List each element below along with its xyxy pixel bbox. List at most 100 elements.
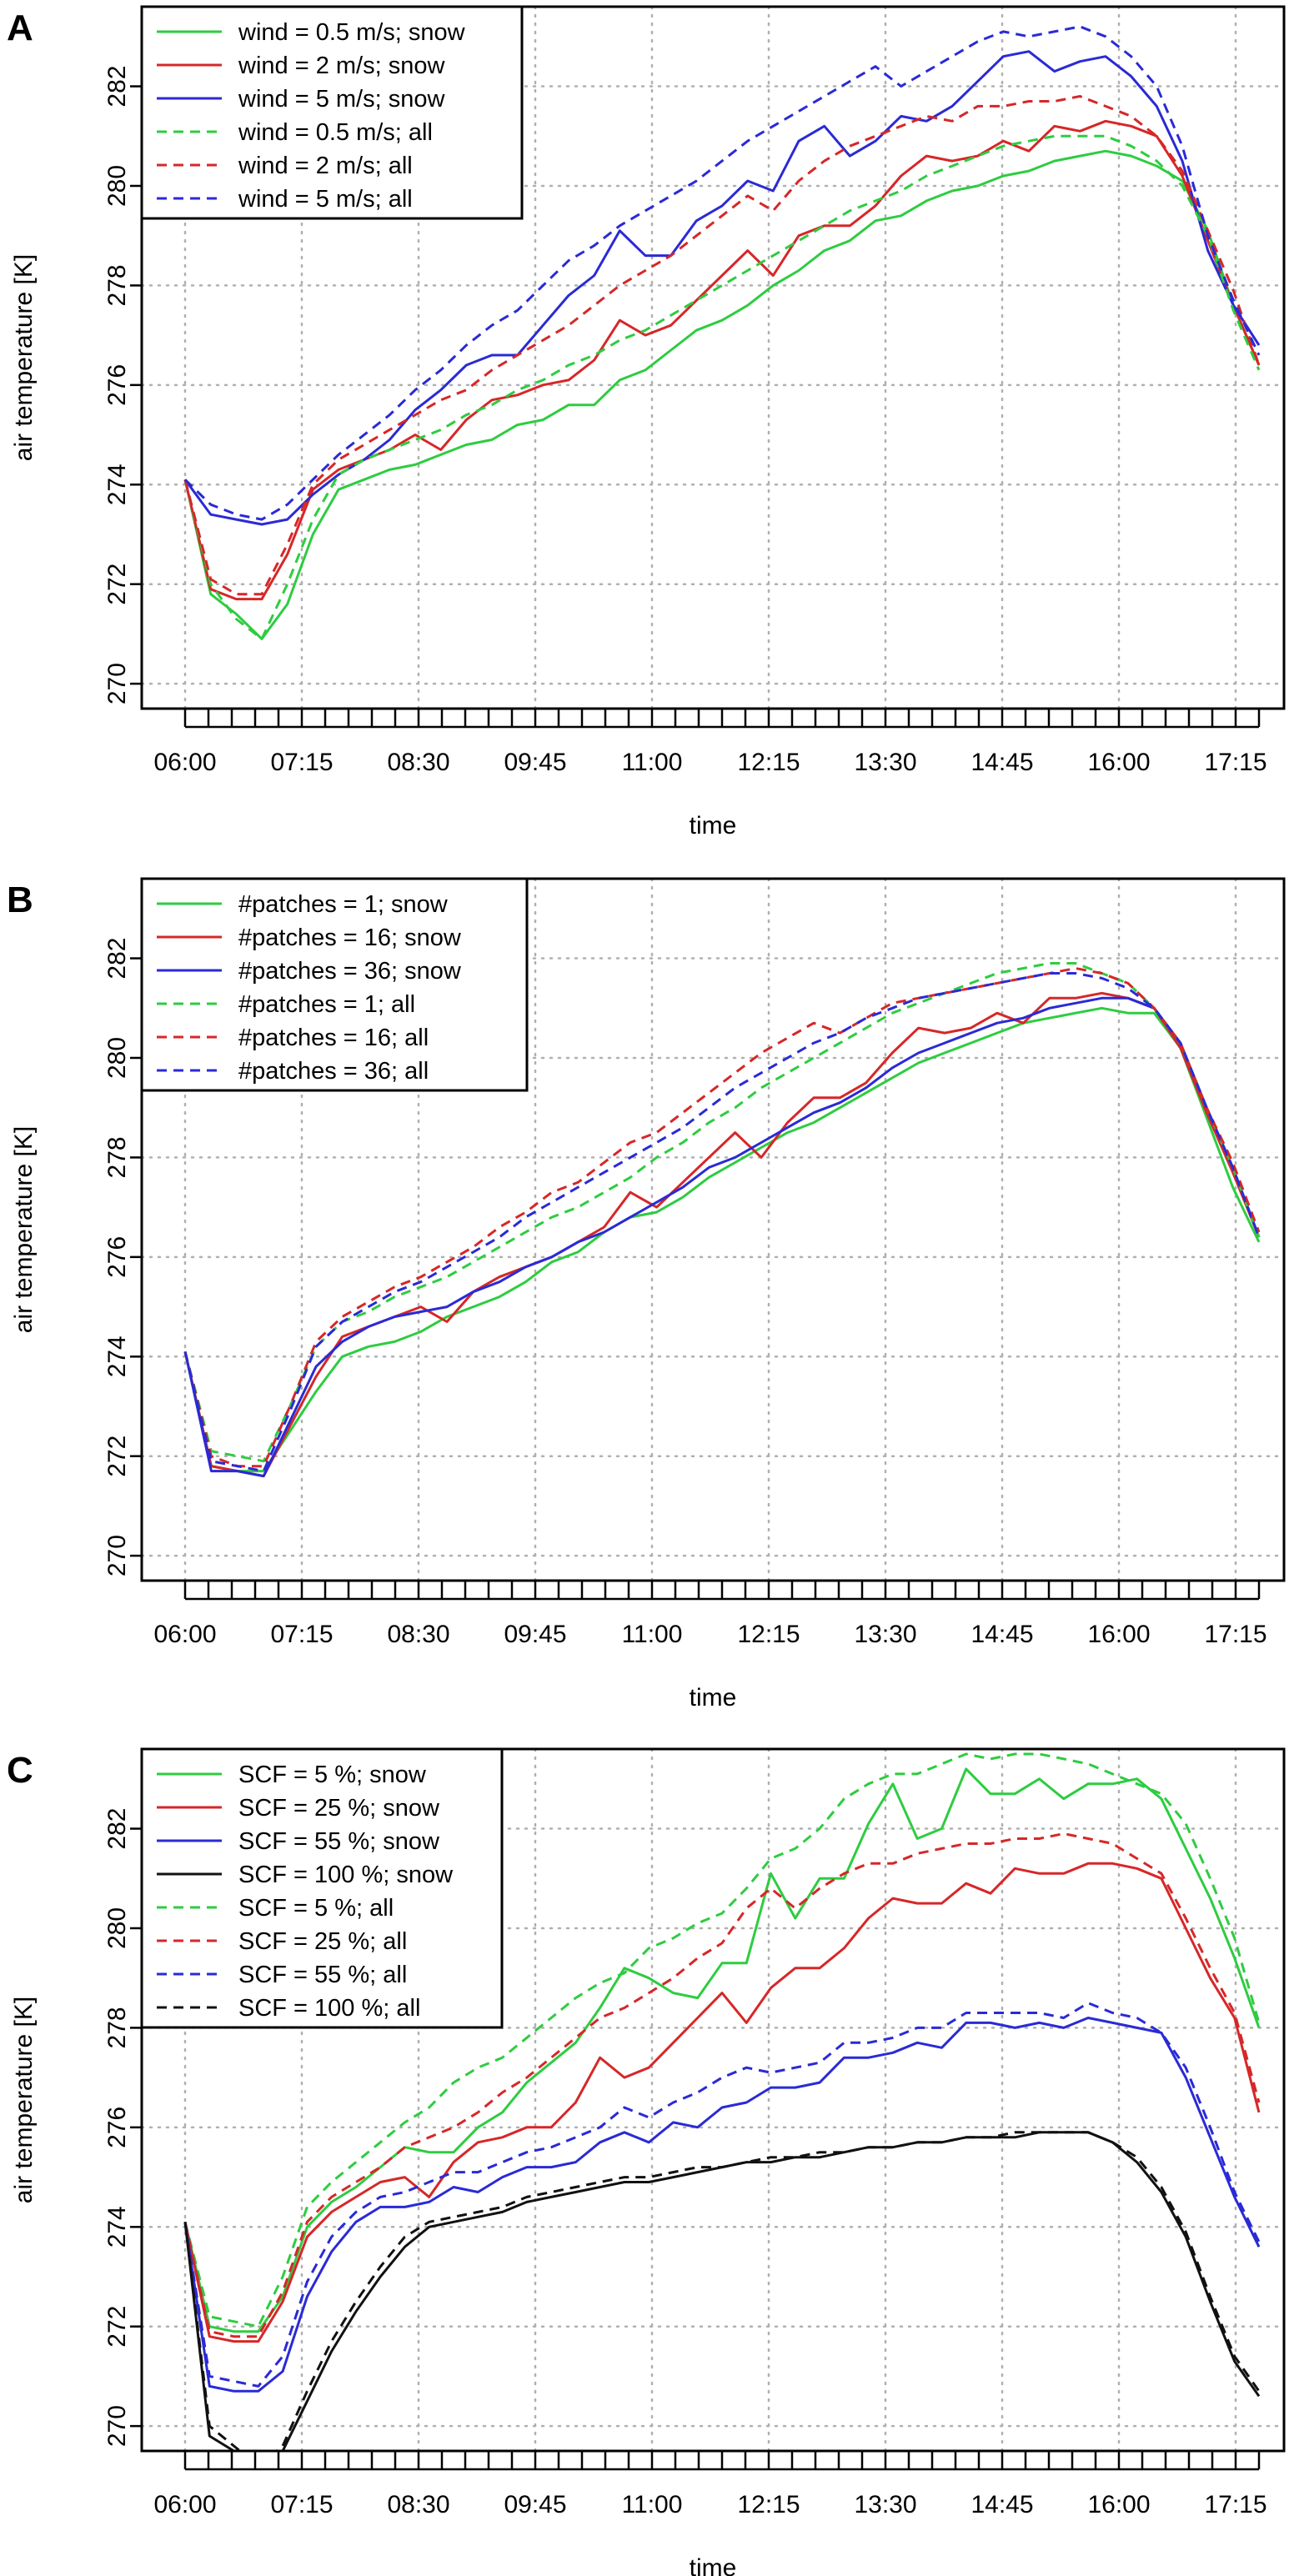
y-tick-label: 270: [103, 2405, 131, 2447]
series-line: [183, 134, 1261, 640]
x-tick-label: 13:30: [854, 1621, 916, 1648]
chart-panel-a: A 270 272 274 276 278 280 282 air temperature [K…: [7, 5, 1286, 839]
x-tick-label: 17:15: [1204, 1621, 1266, 1648]
panel-label: A: [7, 8, 33, 48]
legend-entry: SCF = 25 %; all: [238, 1928, 407, 1955]
x-tick-label: 07:15: [270, 1621, 333, 1648]
series-line: [183, 1006, 1261, 1473]
x-tick-label: 14:45: [971, 2491, 1033, 2518]
legend-entry: SCF = 5 %; snow: [238, 1762, 427, 1788]
series-line: [183, 967, 1261, 1468]
y-tick-label: 280: [103, 1907, 131, 1949]
legend-entry: wind = 2 m/s; all: [238, 153, 413, 179]
y-tick-label: 272: [103, 1436, 131, 1477]
chart-panel-b: B 270 272 274 276 278 280 282 air temperature [K…: [7, 877, 1286, 1711]
legend-entry: SCF = 100 %; snow: [238, 1862, 454, 1888]
series-line: [183, 2131, 1261, 2451]
y-tick-label: 272: [103, 2306, 131, 2348]
chart-panel-c: C 270 272 274 276 278 280 282 air temperature [K…: [7, 1747, 1286, 2576]
y-tick-label: 282: [103, 66, 131, 108]
y-tick-label: 276: [103, 364, 131, 406]
x-tick-label: 14:45: [971, 1621, 1033, 1648]
legend-entry: #patches = 1; all: [238, 991, 415, 1018]
x-tick-label: 09:45: [504, 2491, 566, 2518]
legend-entry: wind = 0.5 m/s; snow: [238, 19, 466, 46]
x-tick-label: 09:45: [504, 749, 566, 776]
plot-frame: [140, 5, 1286, 710]
x-tick-label: 08:30: [387, 749, 449, 776]
series-line: [183, 2131, 1261, 2451]
x-axis-title: time: [690, 812, 737, 839]
legend-entry: SCF = 55 %; all: [238, 1962, 407, 1988]
y-tick-label: 270: [103, 663, 131, 704]
y-tick-label: 280: [103, 165, 131, 207]
x-tick-label: 14:45: [971, 749, 1033, 776]
y-tick-label: 270: [103, 1535, 131, 1576]
legend-entry: wind = 0.5 m/s; all: [238, 119, 433, 146]
y-tick-label: 278: [103, 264, 131, 306]
series-line: [183, 2017, 1261, 2393]
y-tick-label: 282: [103, 938, 131, 980]
series-line: [183, 1752, 1261, 2328]
series-line: [183, 962, 1261, 1463]
legend: #patches = 1; snow #patches = 16; snow #pa…: [140, 877, 529, 1092]
x-tick-label: 11:00: [622, 1621, 683, 1648]
y-tick-label: 274: [103, 1336, 131, 1377]
legend-entry: wind = 2 m/s; snow: [238, 53, 445, 79]
legend-entry: SCF = 55 %; snow: [238, 1828, 440, 1855]
legend-box: [140, 5, 524, 220]
series-line: [183, 149, 1261, 640]
legend-box: [140, 877, 529, 1092]
x-tick-label: 11:00: [622, 749, 683, 776]
legend-entry: SCF = 5 %; all: [238, 1895, 394, 1922]
x-tick-label: 08:30: [387, 2491, 449, 2518]
legend-entry: #patches = 16; snow: [238, 925, 462, 951]
x-tick-label: 08:30: [387, 1621, 449, 1648]
x-tick-label: 13:30: [854, 2491, 916, 2518]
y-tick-label: 274: [103, 2206, 131, 2248]
y-tick-label: 278: [103, 2007, 131, 2048]
series-line: [183, 50, 1261, 526]
x-tick-label: 07:15: [270, 2491, 333, 2518]
x-tick-label: 16:00: [1087, 1621, 1150, 1648]
y-axis-title: air temperature [K]: [10, 1126, 38, 1333]
legend: SCF = 5 %; snow SCF = 25 %; snow SCF = 55 …: [140, 1747, 504, 2029]
legend-entry: #patches = 16; all: [238, 1025, 429, 1051]
series-line: [183, 95, 1261, 596]
x-axis-title: time: [690, 2554, 737, 2576]
panel-label: B: [7, 880, 33, 920]
x-tick-label: 16:00: [1087, 749, 1150, 776]
legend-box: [140, 1747, 504, 2029]
x-tick-label: 06:00: [153, 2491, 216, 2518]
series-line: [183, 1862, 1261, 2343]
legend-entry: wind = 5 m/s; snow: [238, 86, 445, 113]
x-tick-label: 12:15: [737, 2491, 800, 2518]
y-axis-title: air temperature [K]: [10, 1997, 38, 2203]
series-line: [183, 25, 1261, 521]
series-line: [183, 1767, 1261, 2333]
x-tick-label: 06:00: [153, 749, 216, 776]
x-tick-label: 17:15: [1204, 749, 1266, 776]
plot-frame: [140, 877, 1286, 1582]
y-tick-label: 278: [103, 1136, 131, 1178]
legend-entry: SCF = 100 %; all: [238, 1995, 420, 2022]
x-tick-label: 16:00: [1087, 2491, 1150, 2518]
y-tick-label: 276: [103, 1236, 131, 1278]
x-tick-label: 17:15: [1204, 2491, 1266, 2518]
series-line: [183, 2002, 1261, 2388]
y-tick-label: 280: [103, 1037, 131, 1079]
y-axis-title: air temperature [K]: [10, 254, 38, 461]
x-tick-label: 12:15: [737, 1621, 800, 1648]
x-tick-label: 12:15: [737, 749, 800, 776]
x-tick-label: 07:15: [270, 749, 333, 776]
series-line: [183, 996, 1261, 1478]
x-axis-title: time: [690, 1684, 737, 1711]
legend-entry: wind = 5 m/s; all: [238, 186, 413, 213]
legend-entry: #patches = 1; snow: [238, 891, 449, 918]
legend-entry: #patches = 36; snow: [238, 958, 462, 985]
panel-label: C: [7, 1750, 33, 1791]
legend: wind = 0.5 m/s; snow wind = 2 m/s; snow wi…: [140, 5, 524, 220]
y-tick-label: 282: [103, 1808, 131, 1850]
x-tick-label: 09:45: [504, 1621, 566, 1648]
